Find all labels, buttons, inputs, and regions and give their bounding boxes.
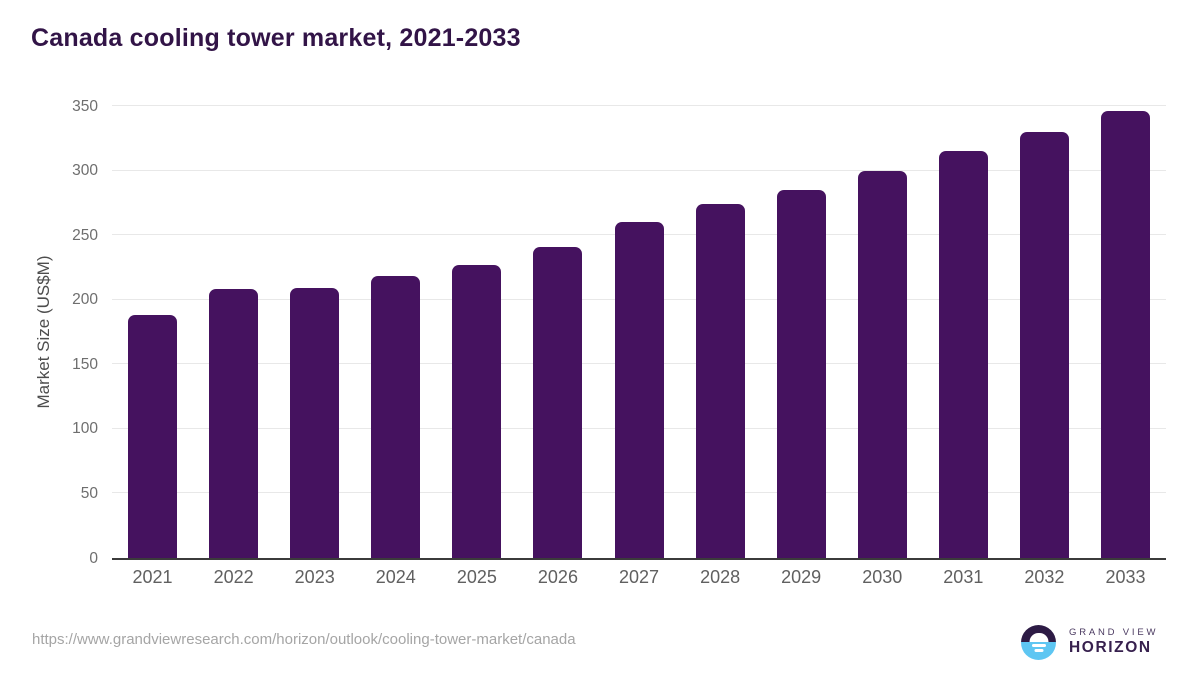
bar-slot-2028 <box>680 106 761 558</box>
brand-logo: GRAND VIEW HORIZON <box>1021 624 1158 660</box>
x-tick-label-2031: 2031 <box>943 567 984 587</box>
icon-sun-dome <box>1029 632 1048 642</box>
icon-reflection-line-2 <box>1034 649 1043 652</box>
bar-2026 <box>533 246 583 558</box>
bar-slot-2032 <box>1004 106 1085 558</box>
y-tick-label-50: 50 <box>80 484 98 502</box>
gridline-350 <box>112 105 1166 106</box>
bar-2021 <box>128 315 178 558</box>
x-tick-label-2022: 2022 <box>213 567 254 587</box>
brand-name-bottom: HORIZON <box>1069 638 1152 656</box>
y-tick-label-350: 350 <box>72 97 98 115</box>
bar-slot-2022 <box>193 106 274 558</box>
bar-2032 <box>1019 131 1069 558</box>
x-tick-label-2032: 2032 <box>1024 567 1065 587</box>
x-axis-tick-labels: 2021 2022 2023 2024 2025 2026 2027 2028 2029 2030… <box>112 567 1166 588</box>
bar-slot-2027 <box>598 106 679 558</box>
x-tick-label-2023: 2023 <box>294 567 335 587</box>
source-url: https://www.grandviewresearch.com/horizo… <box>32 631 576 648</box>
x-tick-label-2033: 2033 <box>1105 567 1146 587</box>
x-tick-label-2028: 2028 <box>700 567 741 587</box>
brand-text: GRAND VIEW HORIZON <box>1069 626 1159 657</box>
y-tick-label-200: 200 <box>72 290 98 308</box>
bar-2031 <box>938 151 988 558</box>
bar-slot-2030 <box>842 106 923 558</box>
y-tick-label-100: 100 <box>72 420 98 438</box>
y-tick-label-250: 250 <box>72 226 98 244</box>
bar-2028 <box>695 204 745 558</box>
plot-area <box>112 105 1166 560</box>
bar-2030 <box>857 170 907 558</box>
x-tick-label-2029: 2029 <box>781 567 822 587</box>
y-axis-tick-labels: 0 50 100 150 200 250 300 350 <box>0 98 98 565</box>
bar-series <box>112 106 1166 558</box>
bar-slot-2026 <box>517 106 598 558</box>
x-tick-label-2027: 2027 <box>618 567 660 587</box>
x-tick-label-2021: 2021 <box>132 567 173 587</box>
bar-2025 <box>452 264 502 558</box>
x-tick-label-2026: 2026 <box>537 567 578 587</box>
bar-2024 <box>371 276 421 558</box>
bar-2023 <box>290 288 340 558</box>
bar-slot-2023 <box>274 106 355 558</box>
bar-slot-2021 <box>112 106 193 558</box>
y-tick-label-0: 0 <box>89 549 98 567</box>
x-tick-label-2030: 2030 <box>862 567 903 587</box>
brand-name-top: GRAND VIEW <box>1069 626 1159 638</box>
y-tick-label-300: 300 <box>72 161 98 179</box>
bar-2022 <box>209 289 259 558</box>
bar-2027 <box>614 222 664 558</box>
x-tick-label-2025: 2025 <box>456 567 497 587</box>
bar-slot-2033 <box>1085 106 1166 558</box>
icon-reflection-line-1 <box>1031 644 1046 647</box>
bar-2029 <box>776 189 826 558</box>
horizon-sun-icon <box>1021 624 1056 660</box>
bar-slot-2024 <box>355 106 436 558</box>
x-tick-label-2024: 2024 <box>375 567 416 587</box>
bar-slot-2029 <box>761 106 842 558</box>
gridline-300 <box>112 169 1166 171</box>
bar-slot-2025 <box>436 106 517 558</box>
bar-2033 <box>1100 111 1150 558</box>
chart-title: Canada cooling tower market, 2021-2033 <box>31 24 521 52</box>
y-tick-label-150: 150 <box>72 355 98 373</box>
bar-slot-2031 <box>923 106 1004 558</box>
